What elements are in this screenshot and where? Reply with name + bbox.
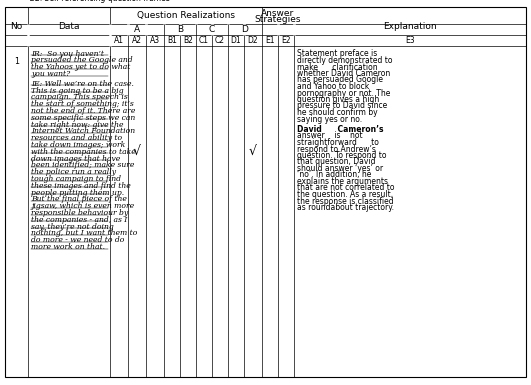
Text: do more - we need to do: do more - we need to do: [31, 236, 124, 244]
Text: that are not correlated to: that are not correlated to: [297, 184, 395, 192]
Text: has persuaded Google: has persuaded Google: [297, 75, 383, 84]
Text: make      clarification: make clarification: [297, 62, 378, 72]
Text: take right now: give the: take right now: give the: [31, 121, 124, 129]
Text: E2: E2: [281, 36, 291, 45]
Text: Explanation: Explanation: [383, 22, 437, 31]
Text: the start of something; it’s: the start of something; it’s: [31, 100, 134, 108]
Text: David      Cameron’s: David Cameron’s: [297, 125, 383, 134]
Text: IE: Well we’re on the case.: IE: Well we’re on the case.: [31, 80, 134, 88]
Text: say, they’re not doing: say, they’re not doing: [31, 223, 114, 231]
Text: these images and find the: these images and find the: [31, 182, 131, 190]
Text: IR:  So you haven’t: IR: So you haven’t: [31, 50, 104, 57]
Text: C2: C2: [215, 36, 225, 45]
Text: as roundabout trajectory.: as roundabout trajectory.: [297, 203, 394, 212]
Text: should answer ‘yes’ or: should answer ‘yes’ or: [297, 164, 383, 173]
Text: people putting them up.: people putting them up.: [31, 189, 124, 196]
Text: take down images; work: take down images; work: [31, 141, 125, 149]
Text: nothing, but I want them to: nothing, but I want them to: [31, 229, 138, 237]
Text: Answer: Answer: [261, 9, 295, 18]
Text: D: D: [242, 25, 249, 34]
Text: D2: D2: [247, 36, 258, 45]
Text: down images that have: down images that have: [31, 154, 120, 162]
Text: Data: Data: [58, 22, 80, 31]
Text: directly demonstrated to: directly demonstrated to: [297, 56, 392, 65]
Text: C: C: [209, 25, 215, 34]
Text: been identified; make sure: been identified; make sure: [31, 161, 134, 169]
Text: ‘no’. In addition, he: ‘no’. In addition, he: [297, 171, 371, 179]
Text: the response is classified: the response is classified: [297, 196, 393, 206]
Text: E1: E1: [266, 36, 275, 45]
Text: B1: B1: [167, 36, 177, 45]
Text: whether David Cameron: whether David Cameron: [297, 69, 390, 78]
Text: the police run a really: the police run a really: [31, 168, 116, 176]
Text: not the end of it. There are: not the end of it. There are: [31, 107, 135, 115]
Text: This is going to be a big: This is going to be a big: [31, 87, 124, 94]
Text: pornography or not. The: pornography or not. The: [297, 89, 390, 97]
Text: saying yes or no.: saying yes or no.: [297, 114, 362, 124]
Text: No: No: [11, 22, 23, 31]
Text: question. To respond to: question. To respond to: [297, 151, 387, 160]
Text: Statement preface is: Statement preface is: [297, 50, 377, 59]
Text: pressure to David since: pressure to David since: [297, 102, 387, 110]
Text: the question. As a result,: the question. As a result,: [297, 190, 393, 199]
Text: and Yahoo to block: and Yahoo to block: [297, 82, 369, 91]
Text: B: B: [177, 25, 183, 34]
Text: with the companies to take: with the companies to take: [31, 148, 136, 156]
Text: explains the arguments: explains the arguments: [297, 177, 388, 186]
Text: more work on that.: more work on that.: [31, 243, 105, 251]
Text: tough campaign to find: tough campaign to find: [31, 175, 121, 183]
Text: D1: D1: [230, 36, 241, 45]
Text: he should confirm by: he should confirm by: [297, 108, 378, 117]
Text: respond to Andrew’s: respond to Andrew’s: [297, 144, 376, 154]
Text: C1: C1: [199, 36, 209, 45]
Text: the companies - and, as I: the companies - and, as I: [31, 216, 127, 224]
Text: persuaded the Google and: persuaded the Google and: [31, 56, 133, 64]
Text: responsible behaviour by: responsible behaviour by: [31, 209, 128, 217]
Text: you want?: you want?: [31, 70, 70, 78]
Text: Question Realizations: Question Realizations: [137, 11, 235, 20]
Text: straightforward      to: straightforward to: [297, 138, 379, 147]
Text: But the final piece of the: But the final piece of the: [31, 195, 127, 203]
Text: √: √: [133, 145, 141, 158]
Text: 1: 1: [14, 57, 19, 65]
Text: B2: B2: [183, 36, 193, 45]
Text: that question, David: that question, David: [297, 157, 375, 166]
Text: resources and ability to: resources and ability to: [31, 134, 122, 142]
Text: A1: A1: [114, 36, 124, 45]
Text: A: A: [134, 25, 140, 34]
Text: campaign. This speech is: campaign. This speech is: [31, 93, 128, 101]
Text: Internet Watch Foundation: Internet Watch Foundation: [31, 127, 135, 135]
Text: B2. Self referencing question frames: B2. Self referencing question frames: [30, 0, 170, 3]
Text: √: √: [249, 145, 257, 158]
Text: answer    is    not: answer is not: [297, 132, 363, 141]
Text: A2: A2: [132, 36, 142, 45]
Text: A3: A3: [150, 36, 160, 45]
Text: question gives a high: question gives a high: [297, 95, 379, 104]
Text: some specific steps we can: some specific steps we can: [31, 114, 135, 122]
Text: jigsaw, which is even more: jigsaw, which is even more: [31, 202, 134, 210]
Text: Strategies: Strategies: [255, 15, 301, 24]
Text: the Yahoos yet to do what: the Yahoos yet to do what: [31, 63, 131, 71]
Text: E3: E3: [405, 36, 415, 45]
